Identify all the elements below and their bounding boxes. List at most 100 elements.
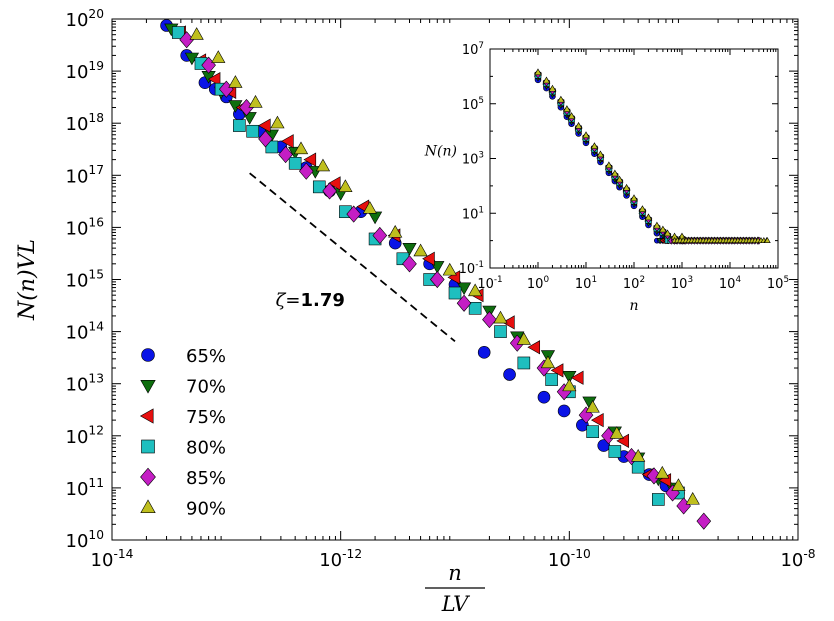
inset-data-point [653,221,661,229]
inset-data-point [763,237,771,244]
data-point [228,75,243,88]
inset-data-point [615,175,624,183]
data-point [402,255,417,273]
inset-x-axis-label: n [629,298,638,314]
data-point [609,426,624,439]
legend-label: 80% [186,438,226,459]
data-point [429,270,445,289]
inset-data-point [563,105,571,112]
inset-data-point [605,161,613,169]
data-point [233,119,246,132]
legend-marker [140,499,156,514]
data-point [189,27,204,40]
inset-data-point [659,225,667,233]
data-point [338,179,353,192]
inset-data-point [590,142,599,149]
data-point [540,355,556,369]
legend-marker [139,408,154,424]
inset-data-point [548,84,557,92]
data-point [312,180,326,194]
data-point [257,118,271,133]
data-point [171,26,185,39]
legend-label: 75% [186,407,226,428]
data-point [516,332,531,345]
y-tick-label: 1018 [66,111,104,135]
data-point [631,449,646,462]
data-point [557,404,571,418]
data-point [537,390,551,404]
legend-marker [140,467,156,487]
data-point [413,243,428,257]
legend-label: 70% [186,377,226,398]
data-point [631,460,645,474]
data-point [562,378,577,392]
data-point [322,182,337,200]
data-point [278,146,293,164]
legend-label: 90% [186,499,226,520]
data-point [327,176,341,191]
x-tick-label: 10-12 [319,547,362,571]
inset-series-90pct [534,68,771,244]
y-tick-label: 1012 [66,424,104,448]
legend-marker [140,379,156,394]
data-point [303,152,317,167]
slope-reference-line [249,172,456,343]
data-point [281,134,294,149]
data-point [585,399,600,413]
inset-data-point [630,194,638,202]
inset-data-point [534,68,542,76]
data-point [671,478,686,491]
series-90pct [189,27,700,505]
inset-x-tick-label: 105 [767,275,789,292]
y-tick-label: 1013 [66,372,104,396]
data-point [696,512,712,530]
y-tick-label: 1015 [66,267,104,291]
data-point [298,162,314,180]
data-point [591,413,604,428]
data-point [503,368,516,381]
inset-x-tick-label: 102 [623,275,645,292]
data-point [211,50,226,63]
data-point [270,115,285,129]
y-tick-label: 1011 [66,476,104,500]
data-point [246,124,259,138]
data-point [517,356,531,370]
inset-data-point [567,112,576,119]
data-point [527,340,541,355]
data-point [502,315,515,330]
inset-data-point [582,131,590,139]
data-point [685,491,700,505]
y-tick-label: 1014 [66,320,105,344]
y-tick-label: 1019 [66,59,104,83]
inset-data-point [611,169,619,177]
data-point [608,445,622,458]
legend: 65% 70% 75% 80% 85% 90% [139,346,226,520]
data-point [315,158,331,172]
inset-data-point [644,213,653,221]
data-point [652,493,665,506]
legend-label: 85% [186,468,226,489]
data-point [477,346,491,359]
data-point [248,94,263,108]
inset-data-point [638,205,647,212]
data-point [207,72,221,87]
y-tick-label: 1016 [66,215,105,239]
inset-frame [489,48,779,269]
inset-y-tick-label: 107 [462,41,484,58]
inset-data-point [622,183,631,191]
data-point [362,201,377,214]
data-point [258,130,273,148]
inset-x-tick-label: 104 [719,275,742,292]
data-point [442,262,457,276]
x-tick-label: 10-8 [780,547,815,571]
inset-plot: 10-1 100 101 102 103 104 105 10-1 101 103 105 107 N(… [424,41,789,314]
y-axis-label: N(n)VL [15,239,40,321]
data-point [448,286,462,300]
inset-y-tick-label: 103 [462,151,484,168]
inset-x-tick-label: 103 [671,275,693,292]
inset-x-tick-label: 100 [527,275,550,292]
inset-data-point [574,121,583,129]
inset-data-point [663,229,672,237]
data-point [586,425,599,438]
inset-y-tick-label: 101 [462,205,484,222]
